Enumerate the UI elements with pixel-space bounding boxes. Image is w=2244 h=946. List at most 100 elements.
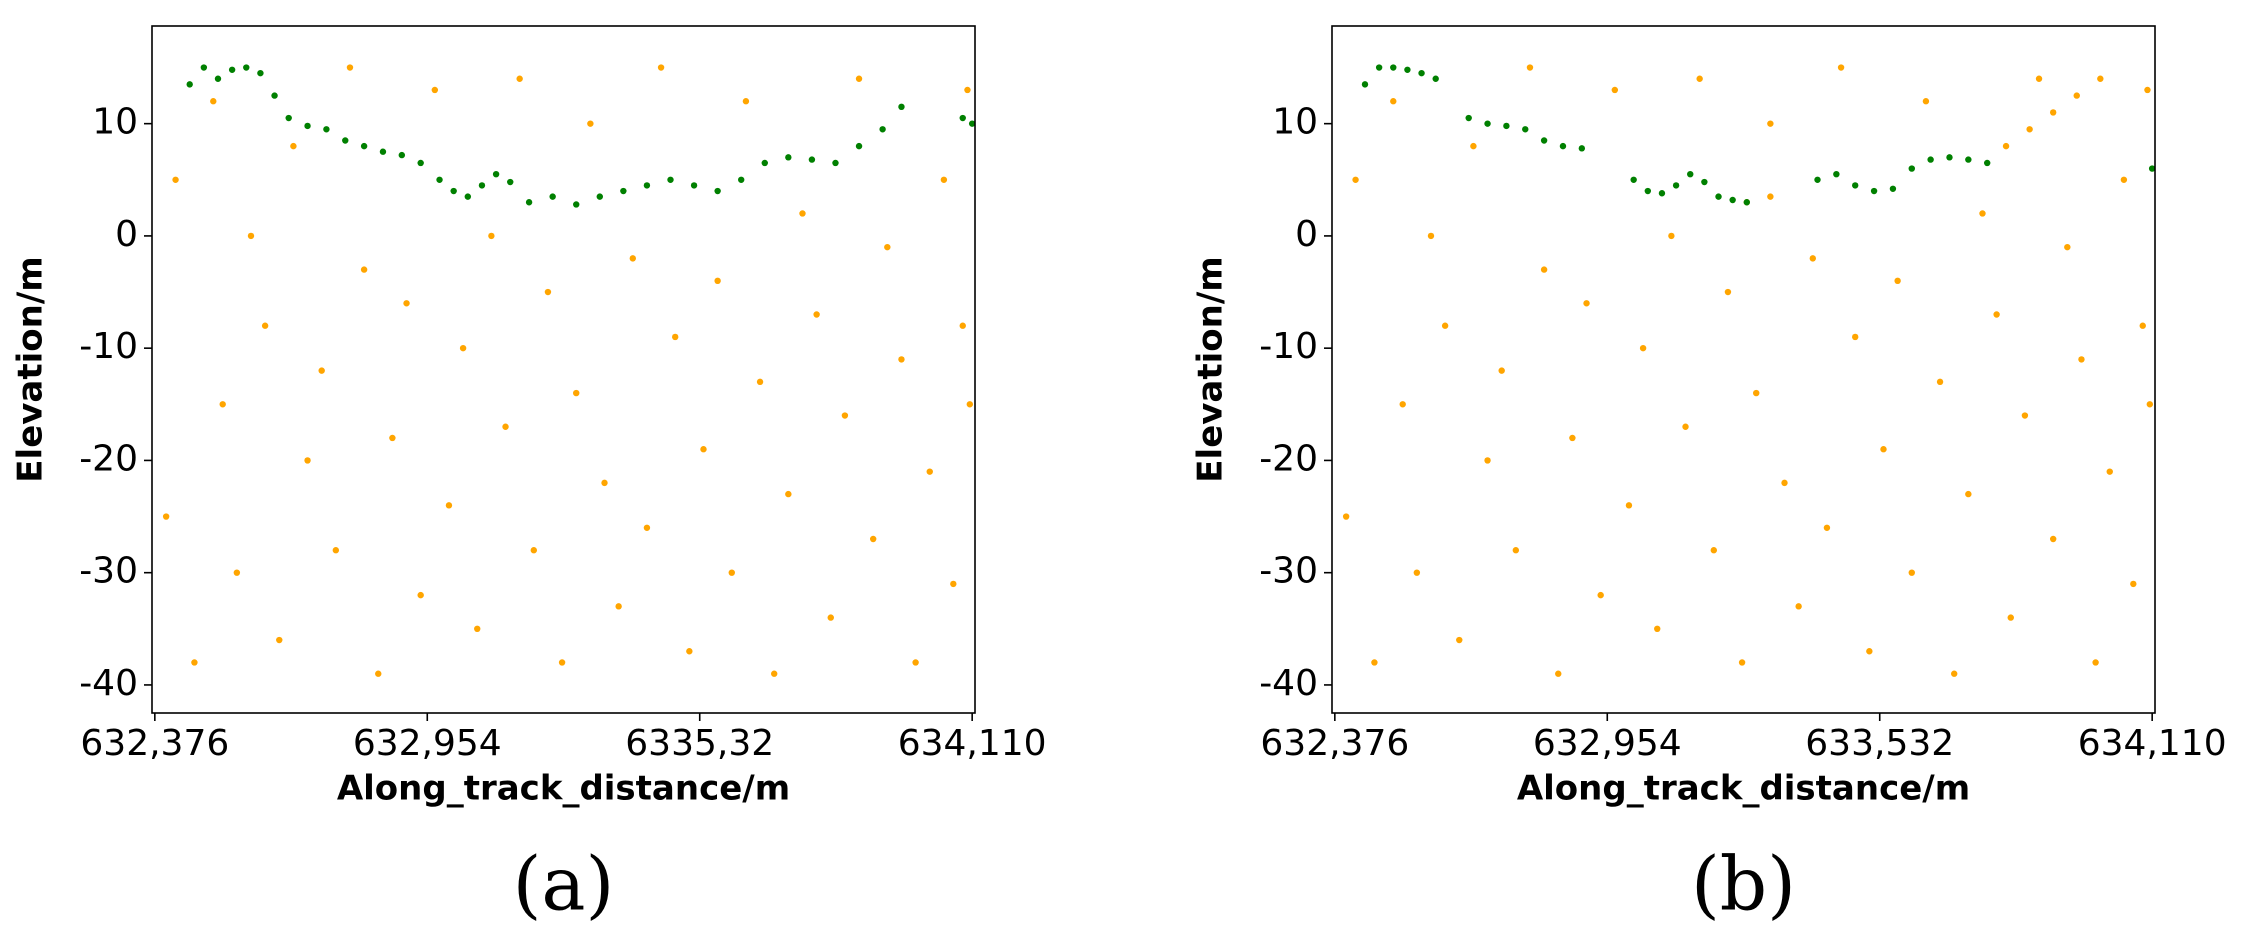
point (318, 367, 325, 374)
point (950, 580, 957, 588)
point (1441, 322, 1449, 329)
point (403, 300, 410, 307)
point (459, 344, 467, 352)
point (1658, 190, 1666, 197)
point (271, 92, 278, 99)
point (2097, 75, 2104, 82)
point (1687, 170, 1694, 178)
point (516, 75, 523, 82)
point (884, 243, 891, 251)
point (1767, 193, 1774, 200)
y-tick-label: 0 (1295, 214, 1318, 255)
point (2106, 468, 2113, 475)
point (573, 389, 580, 397)
point (1432, 75, 1439, 82)
caption: (a) (513, 841, 615, 927)
point (1399, 401, 1406, 408)
y-tick-label: 10 (92, 102, 138, 143)
point (672, 333, 679, 341)
point (1696, 75, 1703, 82)
y-tick-label: -30 (79, 551, 138, 592)
y-tick-label: -40 (1259, 663, 1318, 704)
point (1743, 199, 1750, 206)
point (1512, 547, 1520, 554)
x-tick-label: 632,954 (1533, 723, 1682, 764)
point (1418, 69, 1425, 77)
point (2064, 243, 2071, 251)
point (1870, 187, 1878, 195)
point (2144, 86, 2151, 94)
point (228, 66, 236, 73)
point (2078, 356, 2085, 363)
point (1668, 232, 1675, 240)
point (1889, 185, 1897, 192)
point (1639, 344, 1647, 352)
point (530, 547, 538, 554)
point (1522, 126, 1529, 133)
point (1352, 176, 1359, 183)
point (1880, 446, 1887, 453)
point (1484, 120, 1491, 127)
point (1342, 513, 1350, 520)
point (233, 569, 241, 576)
y-tick-label: -10 (79, 326, 138, 367)
point (1837, 64, 1845, 71)
point (436, 176, 443, 183)
point (1625, 502, 1633, 509)
point (1498, 367, 1505, 374)
point (549, 193, 556, 200)
point (1866, 648, 1873, 655)
point (1654, 625, 1661, 633)
y-tick-label: -30 (1259, 551, 1318, 592)
point (1908, 165, 1915, 172)
point (785, 154, 792, 161)
point (558, 659, 566, 666)
point (601, 479, 608, 487)
x-tick-label: 634,110 (2078, 723, 2227, 764)
plot-frame (1331, 25, 2156, 714)
point (813, 311, 820, 318)
point (243, 64, 250, 71)
point (966, 401, 974, 408)
point (587, 120, 594, 127)
point (1767, 120, 1774, 127)
point (959, 322, 966, 329)
point (2120, 176, 2128, 183)
point (474, 625, 481, 633)
point (855, 75, 863, 82)
point (1569, 434, 1576, 442)
point (247, 232, 255, 240)
point (1922, 98, 1930, 105)
point (1701, 178, 1708, 186)
point (714, 277, 721, 285)
y-tick-label: 10 (1272, 102, 1318, 143)
point (1555, 670, 1562, 677)
point (728, 569, 735, 576)
point (379, 148, 387, 155)
x-axis-label: Along_track_distance/m (1517, 769, 1970, 809)
point (2035, 75, 2043, 82)
point (1597, 591, 1604, 599)
point (596, 193, 603, 200)
point (2007, 614, 2014, 621)
point (1965, 156, 1972, 163)
point (1852, 182, 1859, 189)
point (827, 614, 834, 621)
point (761, 159, 768, 167)
point (172, 176, 179, 183)
y-axis-label: Elevation/m (1191, 256, 1231, 482)
point (1583, 300, 1590, 307)
point (375, 670, 382, 677)
x-tick-label: 632,376 (1260, 723, 1409, 764)
point (785, 490, 792, 498)
point (770, 670, 778, 677)
point (1852, 333, 1859, 341)
point (1983, 159, 1991, 167)
point (1361, 81, 1369, 88)
point (808, 156, 816, 163)
point (643, 182, 651, 189)
point (869, 535, 877, 543)
point (219, 401, 226, 408)
point (1823, 524, 1831, 531)
point (1738, 659, 1746, 666)
